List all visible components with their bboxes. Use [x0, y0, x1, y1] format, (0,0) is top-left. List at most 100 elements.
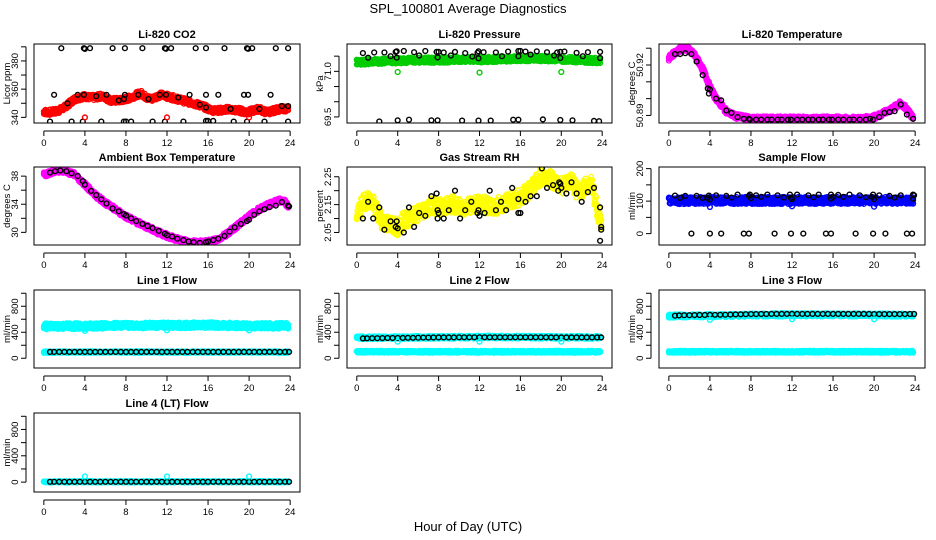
band-raw	[353, 167, 605, 239]
data-point	[688, 50, 695, 58]
data-point	[246, 216, 253, 223]
plot-area	[353, 167, 605, 244]
x-tick-label: 16	[203, 260, 214, 271]
data-point	[435, 209, 442, 217]
data-point	[712, 95, 720, 102]
y-tick-label: 380	[10, 53, 21, 69]
data-point	[393, 218, 400, 225]
data-point	[81, 181, 89, 188]
band-raw	[665, 44, 917, 123]
series-raw-outliers	[394, 68, 565, 76]
data-point	[115, 208, 122, 215]
data-point	[434, 117, 441, 123]
x-tick-label: 16	[828, 138, 839, 149]
data-point	[416, 52, 423, 59]
x-axis: 0 4 8 12 16 20 24	[41, 252, 295, 271]
data-point	[440, 215, 447, 222]
data-point	[497, 198, 505, 205]
data-point	[204, 238, 212, 245]
data-point	[285, 102, 292, 110]
data-point	[557, 116, 564, 123]
data-point	[266, 204, 273, 211]
data-point	[522, 48, 529, 55]
plot-box	[658, 43, 926, 124]
data-point	[517, 209, 524, 217]
plot-area	[665, 191, 918, 237]
data-point	[249, 45, 256, 52]
data-point	[196, 239, 203, 245]
data-point	[723, 107, 730, 114]
y-tick-label: 50.92	[635, 53, 646, 77]
data-point	[909, 115, 917, 122]
data-point	[202, 117, 210, 123]
x-tick-label: 20	[244, 138, 255, 149]
data-point	[422, 47, 429, 55]
plot-box	[346, 166, 613, 246]
y-tick-label: 360	[10, 81, 21, 97]
data-point	[162, 91, 170, 98]
data-point	[809, 116, 816, 123]
plot-box	[33, 166, 301, 246]
x-tick-label: 20	[556, 260, 567, 271]
raw-point	[559, 190, 566, 197]
data-point	[180, 237, 187, 244]
x-tick-label: 8	[123, 138, 128, 149]
data-point	[825, 116, 833, 123]
data-point	[202, 91, 210, 98]
data-point	[480, 49, 487, 56]
data-point	[447, 52, 455, 59]
raw-point	[537, 167, 544, 173]
data-point	[445, 207, 452, 214]
data-point	[122, 212, 130, 219]
data-point	[231, 224, 238, 231]
x-axis: 0 4 8 12 16 20 24	[354, 252, 607, 271]
figure-xlabel: Hour of Day (UTC)	[414, 519, 522, 534]
data-point	[278, 199, 286, 206]
data-point	[405, 204, 413, 211]
data-point	[215, 91, 222, 98]
data-point	[74, 91, 81, 98]
data-point	[569, 117, 576, 123]
data-point	[434, 207, 441, 214]
data-point	[68, 170, 75, 177]
panel-title: Li-820 Pressure	[439, 29, 521, 41]
data-point	[787, 116, 795, 123]
data-point	[202, 104, 210, 111]
data-point	[285, 45, 292, 52]
data-point	[799, 116, 806, 123]
data-point	[515, 195, 522, 203]
y-tick-label: 69.5	[323, 108, 334, 127]
data-point	[133, 218, 140, 225]
x-tick-label: 16	[515, 138, 526, 149]
y-tick-label: 38	[10, 171, 21, 182]
data-point	[109, 45, 116, 52]
y-axis-label: percent	[315, 190, 326, 222]
data-point	[370, 215, 377, 222]
data-point	[393, 48, 400, 55]
data-point	[120, 118, 127, 123]
x-tick-label: 12	[787, 138, 798, 149]
data-point	[64, 100, 71, 107]
data-point	[451, 187, 459, 194]
data-point	[475, 55, 482, 62]
data-point	[128, 215, 135, 222]
data-point	[139, 45, 146, 52]
x-tick-label: 4	[82, 260, 87, 271]
data-point	[245, 91, 252, 98]
data-point	[230, 118, 237, 123]
data-point	[98, 118, 105, 123]
data-point	[498, 53, 506, 60]
y-tick-label: 30	[10, 227, 21, 238]
series-avg-high	[58, 45, 292, 53]
data-point	[272, 202, 279, 209]
data-point	[58, 45, 65, 52]
data-point	[539, 116, 547, 123]
data-point	[68, 118, 75, 123]
data-point	[590, 184, 598, 192]
data-point	[897, 101, 904, 108]
data-point	[568, 179, 575, 186]
x-tick-label: 24	[910, 138, 921, 149]
data-point	[856, 116, 863, 123]
data-point	[481, 209, 488, 217]
data-point	[699, 71, 706, 79]
